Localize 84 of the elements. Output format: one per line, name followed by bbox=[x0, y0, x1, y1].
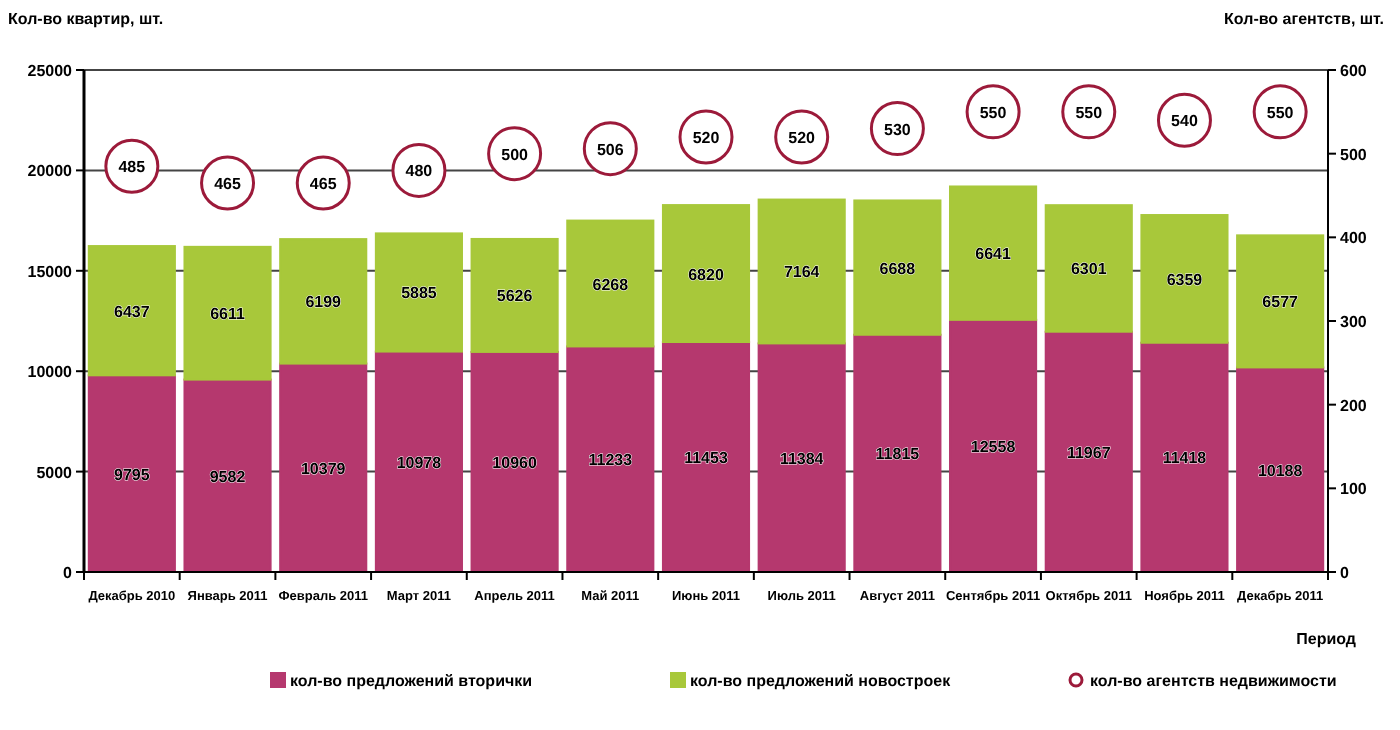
data-label: 5885 bbox=[401, 284, 438, 303]
y-tick-label: 10000 bbox=[27, 363, 74, 382]
data-label: 5626 bbox=[496, 287, 534, 306]
bar bbox=[1236, 234, 1325, 369]
y2-axis-title: Кол-во агентств, шт. bbox=[1224, 10, 1384, 28]
data-label: 500 bbox=[501, 145, 530, 164]
data-label: 10960 bbox=[492, 453, 538, 472]
data-label: 465 bbox=[309, 174, 338, 193]
data-label: 6577 bbox=[1262, 293, 1300, 312]
data-label: 6820 bbox=[688, 265, 725, 284]
y2-tick-label: 300 bbox=[1340, 313, 1368, 331]
data-label: 465 bbox=[214, 174, 242, 193]
data-label: 6359 bbox=[1166, 270, 1204, 289]
y2-tick-label: 200 bbox=[1340, 396, 1368, 415]
data-label: 550 bbox=[1266, 103, 1295, 122]
x-axis-title: Период bbox=[1296, 630, 1356, 648]
bar bbox=[1140, 341, 1229, 573]
data-label: 540 bbox=[1171, 112, 1199, 131]
data-label: 11453 bbox=[684, 449, 729, 468]
y-tick-label: 0 bbox=[63, 564, 74, 582]
bar bbox=[1044, 204, 1133, 333]
bar bbox=[374, 232, 463, 353]
data-label: 506 bbox=[596, 140, 625, 159]
bar bbox=[183, 378, 272, 573]
data-label: 11384 bbox=[779, 449, 825, 468]
data-label: 6301 bbox=[1070, 260, 1108, 279]
bar bbox=[470, 350, 559, 573]
bar bbox=[87, 374, 176, 573]
data-label: 9582 bbox=[209, 467, 247, 486]
bar bbox=[1044, 330, 1133, 573]
data-label: 10379 bbox=[300, 459, 347, 478]
bar bbox=[757, 198, 846, 345]
bar bbox=[661, 204, 751, 344]
data-label: 520 bbox=[788, 128, 817, 147]
data-label: 6611 bbox=[210, 305, 246, 324]
data-label: 530 bbox=[884, 120, 912, 139]
legend-label: кол-во предложений вторички bbox=[290, 672, 533, 690]
bar bbox=[1140, 214, 1229, 344]
bar bbox=[1236, 366, 1325, 573]
data-label: 7164 bbox=[783, 263, 821, 282]
data-label: 6268 bbox=[592, 275, 630, 294]
data-label: 11967 bbox=[1066, 443, 1112, 462]
bar bbox=[853, 333, 942, 573]
data-label: 12558 bbox=[970, 437, 1017, 456]
data-label: 11233 bbox=[588, 451, 634, 470]
data-label: 11418 bbox=[1162, 449, 1208, 468]
legend-label: кол-во агентств недвижимости bbox=[1090, 672, 1337, 690]
data-label: 11815 bbox=[875, 445, 921, 464]
data-label: 10978 bbox=[396, 453, 443, 472]
bar bbox=[757, 342, 846, 573]
y2-tick-label: 0 bbox=[1340, 564, 1350, 582]
bar bbox=[374, 350, 463, 573]
bar bbox=[279, 362, 368, 573]
y2-tick-label: 400 bbox=[1340, 229, 1368, 248]
bar bbox=[566, 345, 655, 573]
y2-tick-label: 500 bbox=[1340, 145, 1368, 164]
bar bbox=[183, 245, 272, 381]
y-tick-label: 20000 bbox=[27, 162, 74, 181]
y2-tick-label: 100 bbox=[1340, 480, 1368, 499]
y-tick-label: 15000 bbox=[27, 262, 74, 281]
data-label: 6437 bbox=[114, 302, 151, 321]
y-tick-label: 25000 bbox=[27, 62, 74, 80]
bar bbox=[661, 341, 751, 573]
bar bbox=[949, 318, 1038, 573]
y-tick-label: 5000 bbox=[36, 463, 74, 482]
data-label: 9795 bbox=[114, 465, 151, 484]
data-label: 6199 bbox=[305, 293, 343, 312]
bar bbox=[470, 237, 559, 353]
bar bbox=[949, 185, 1038, 321]
data-label: 550 bbox=[979, 103, 1008, 122]
data-label: 520 bbox=[692, 128, 721, 147]
y-axis-title: Кол-во квартир, шт. bbox=[8, 10, 164, 28]
data-label: 550 bbox=[1075, 103, 1104, 122]
data-label: 6688 bbox=[879, 259, 917, 278]
legend-label: кол-во предложений новостроек bbox=[690, 672, 953, 690]
bar bbox=[853, 199, 942, 336]
y2-tick-label: 600 bbox=[1340, 62, 1368, 80]
data-label: 480 bbox=[405, 162, 434, 181]
bar bbox=[566, 219, 655, 348]
data-label: 10188 bbox=[1257, 461, 1304, 480]
bar bbox=[87, 245, 176, 377]
bar bbox=[279, 238, 368, 365]
data-label: 6641 bbox=[975, 245, 1012, 264]
data-label: 485 bbox=[118, 158, 147, 177]
